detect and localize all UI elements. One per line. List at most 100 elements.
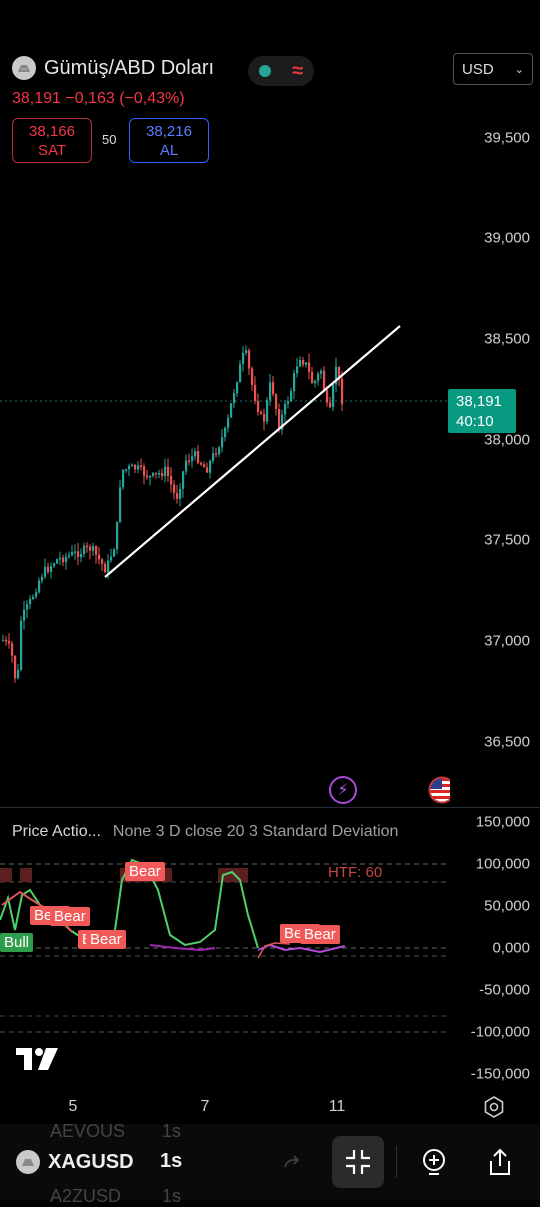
ghost-interval-above: 1s	[162, 1121, 182, 1141]
candle-body	[170, 475, 173, 485]
price-axis-label: 37,500	[484, 531, 530, 549]
redo-icon	[284, 1155, 300, 1168]
candle-body	[308, 362, 311, 373]
candle-body	[290, 391, 293, 402]
candle-body	[227, 417, 230, 428]
sell-button[interactable]: 38,166 SAT	[12, 118, 92, 163]
price-axis-label: 36,500	[484, 733, 530, 751]
candle-body	[158, 473, 161, 475]
candle-body	[284, 403, 287, 415]
candle-body	[272, 382, 275, 395]
candle-body	[56, 559, 59, 564]
candle-body	[185, 460, 188, 472]
candle-body	[260, 411, 263, 414]
candle-body	[296, 366, 299, 374]
ghost-interval-below: 1s	[162, 1186, 182, 1206]
silver-logo-icon	[16, 1150, 40, 1174]
symbol-selector[interactable]: XAGUSD	[16, 1150, 134, 1174]
candle-body	[263, 413, 266, 422]
candle-body	[5, 639, 8, 642]
candle-body	[101, 559, 104, 564]
candle-body	[218, 447, 221, 455]
bull-tag: Bull	[0, 933, 34, 952]
share-button[interactable]	[474, 1136, 526, 1188]
toolbar-separator	[396, 1146, 397, 1178]
candle-body	[119, 487, 122, 522]
candle-body	[293, 373, 296, 392]
candle-body	[167, 466, 170, 476]
candle-body	[299, 360, 302, 367]
candle-body	[44, 566, 47, 577]
candle-body	[152, 472, 155, 476]
candle-body	[65, 556, 68, 563]
candle-body	[164, 466, 167, 477]
candle-body	[320, 370, 323, 374]
candle-body	[14, 655, 17, 679]
time-axis-label: 5	[68, 1098, 78, 1115]
fullscreen-exit-icon	[346, 1150, 370, 1174]
currency-select[interactable]: USD ⌄	[453, 53, 533, 85]
indicator-chart[interactable]	[0, 840, 448, 1090]
indicator-line-purple	[149, 944, 216, 952]
candle-body	[335, 366, 338, 385]
redo-button[interactable]	[266, 1136, 318, 1188]
indicator-params: None 3 D close 20 3 Standard Deviation	[112, 823, 399, 840]
price-axis-label: 39,500	[484, 129, 530, 147]
bolt-icon[interactable]: ⚡	[329, 776, 357, 804]
fullscreen-exit-button[interactable]	[332, 1136, 384, 1188]
candle-body	[68, 555, 71, 557]
bear-tag: Bear	[300, 925, 340, 944]
symbol-title[interactable]: Gümüş/ABD Doları	[12, 56, 214, 80]
candle-body	[188, 460, 191, 463]
interval-selector[interactable]: 1s	[160, 1150, 183, 1172]
candle-body	[71, 552, 74, 556]
candle-body	[326, 390, 329, 403]
htf-block	[0, 868, 12, 882]
candle-body	[161, 473, 164, 477]
indicator-axis-label: 100,000	[475, 855, 530, 873]
bottom-toolbar	[0, 1124, 540, 1200]
indicator-line-red	[257, 942, 291, 959]
buy-button[interactable]: 38,216 AL	[129, 118, 209, 163]
candle-body	[179, 488, 182, 499]
current-price-badge: 38,191 40:10	[448, 389, 516, 433]
candle-body	[98, 554, 101, 560]
candle-body	[341, 378, 344, 405]
candle-body	[197, 451, 200, 463]
price-chart[interactable]	[0, 100, 448, 800]
gear-icon[interactable]	[483, 1096, 505, 1118]
candle-body	[107, 560, 110, 573]
pane-divider[interactable]	[0, 807, 540, 808]
price-axis-label: 37,000	[484, 632, 530, 650]
candle-body	[137, 465, 140, 470]
indicator-axis-label: 150,000	[475, 813, 530, 831]
candle-body	[62, 557, 65, 563]
candle-body	[2, 639, 5, 642]
candle-body	[89, 546, 92, 551]
candle-body	[95, 546, 98, 555]
candle-body	[86, 545, 89, 548]
candle-body	[191, 456, 194, 462]
candle-body	[311, 372, 314, 384]
candle-body	[251, 368, 254, 385]
candle-body	[26, 604, 29, 610]
candle-body	[200, 462, 203, 465]
candle-body	[80, 553, 83, 558]
us-flag-icon[interactable]	[428, 776, 450, 804]
candle-body	[116, 521, 119, 550]
indicator-axis-label: 50,000	[484, 897, 530, 915]
candle-body	[221, 437, 224, 448]
candle-body	[314, 380, 317, 384]
add-alert-button[interactable]	[408, 1136, 460, 1188]
candle-body	[128, 466, 131, 470]
market-status-pill[interactable]: ≈	[248, 56, 314, 86]
candle-body	[23, 609, 26, 621]
bear-tag: Bear	[86, 930, 126, 949]
candle-body	[281, 414, 284, 430]
add-alert-icon	[423, 1149, 445, 1175]
indicator-title[interactable]: Price Actio... None 3 D close 20 3 Standa…	[12, 823, 398, 841]
candle-body	[41, 576, 44, 581]
candle-body	[35, 592, 38, 597]
time-axis-label: 7	[200, 1098, 210, 1115]
htf-label: HTF: 60	[328, 864, 383, 881]
